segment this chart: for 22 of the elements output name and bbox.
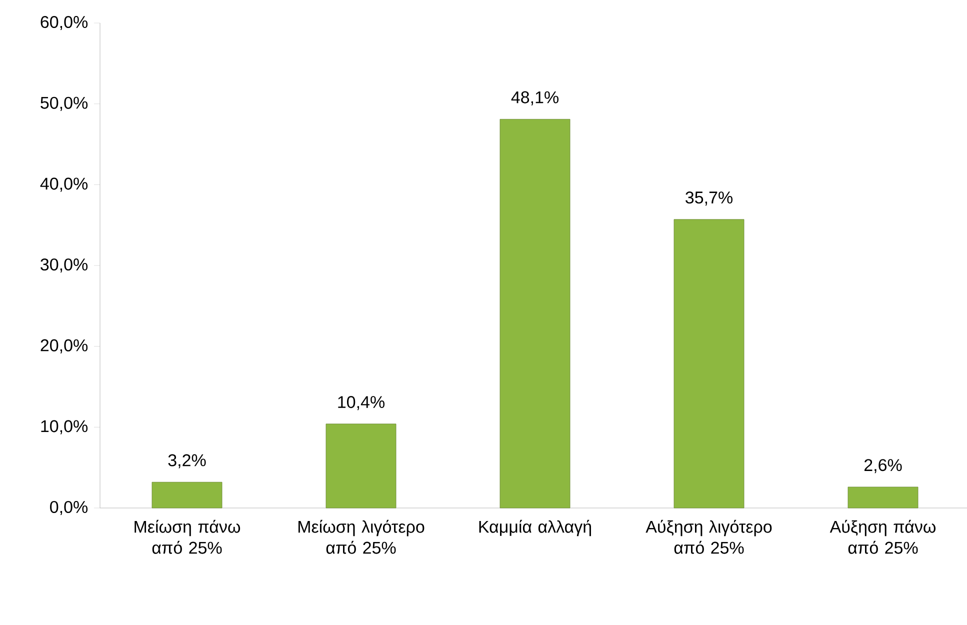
bar bbox=[152, 482, 222, 508]
y-tick-label: 30,0% bbox=[40, 258, 88, 273]
data-label: 2,6% bbox=[864, 459, 902, 474]
data-label: 35,7% bbox=[686, 192, 732, 206]
x-tick-label: Μείωση πάνω από 25% bbox=[134, 520, 240, 554]
bar bbox=[326, 424, 396, 508]
y-tick-label: 40,0% bbox=[40, 178, 88, 192]
data-label: 3,2% bbox=[168, 454, 206, 468]
bar bbox=[848, 486, 918, 508]
x-tick-label: Αύξηση λιγότερο από 25% bbox=[646, 520, 772, 554]
y-tick-label: 60,0% bbox=[40, 16, 88, 30]
data-label: 10,4% bbox=[338, 396, 384, 410]
y-tick-label: 0,0% bbox=[50, 500, 88, 516]
y-tick-label: 50,0% bbox=[40, 96, 88, 111]
x-tick-label: Μείωση λιγότερο από 25% bbox=[298, 520, 424, 554]
y-tick-label: 20,0% bbox=[40, 339, 88, 354]
x-tick-label: Καμμία αλλαγή bbox=[479, 520, 591, 536]
data-label: 48,1% bbox=[511, 91, 558, 106]
bar bbox=[500, 119, 570, 508]
bar bbox=[674, 219, 744, 508]
y-tick-label: 10,0% bbox=[41, 420, 88, 434]
x-tick-label: Αύξηση πάνω από 25% bbox=[830, 520, 936, 554]
